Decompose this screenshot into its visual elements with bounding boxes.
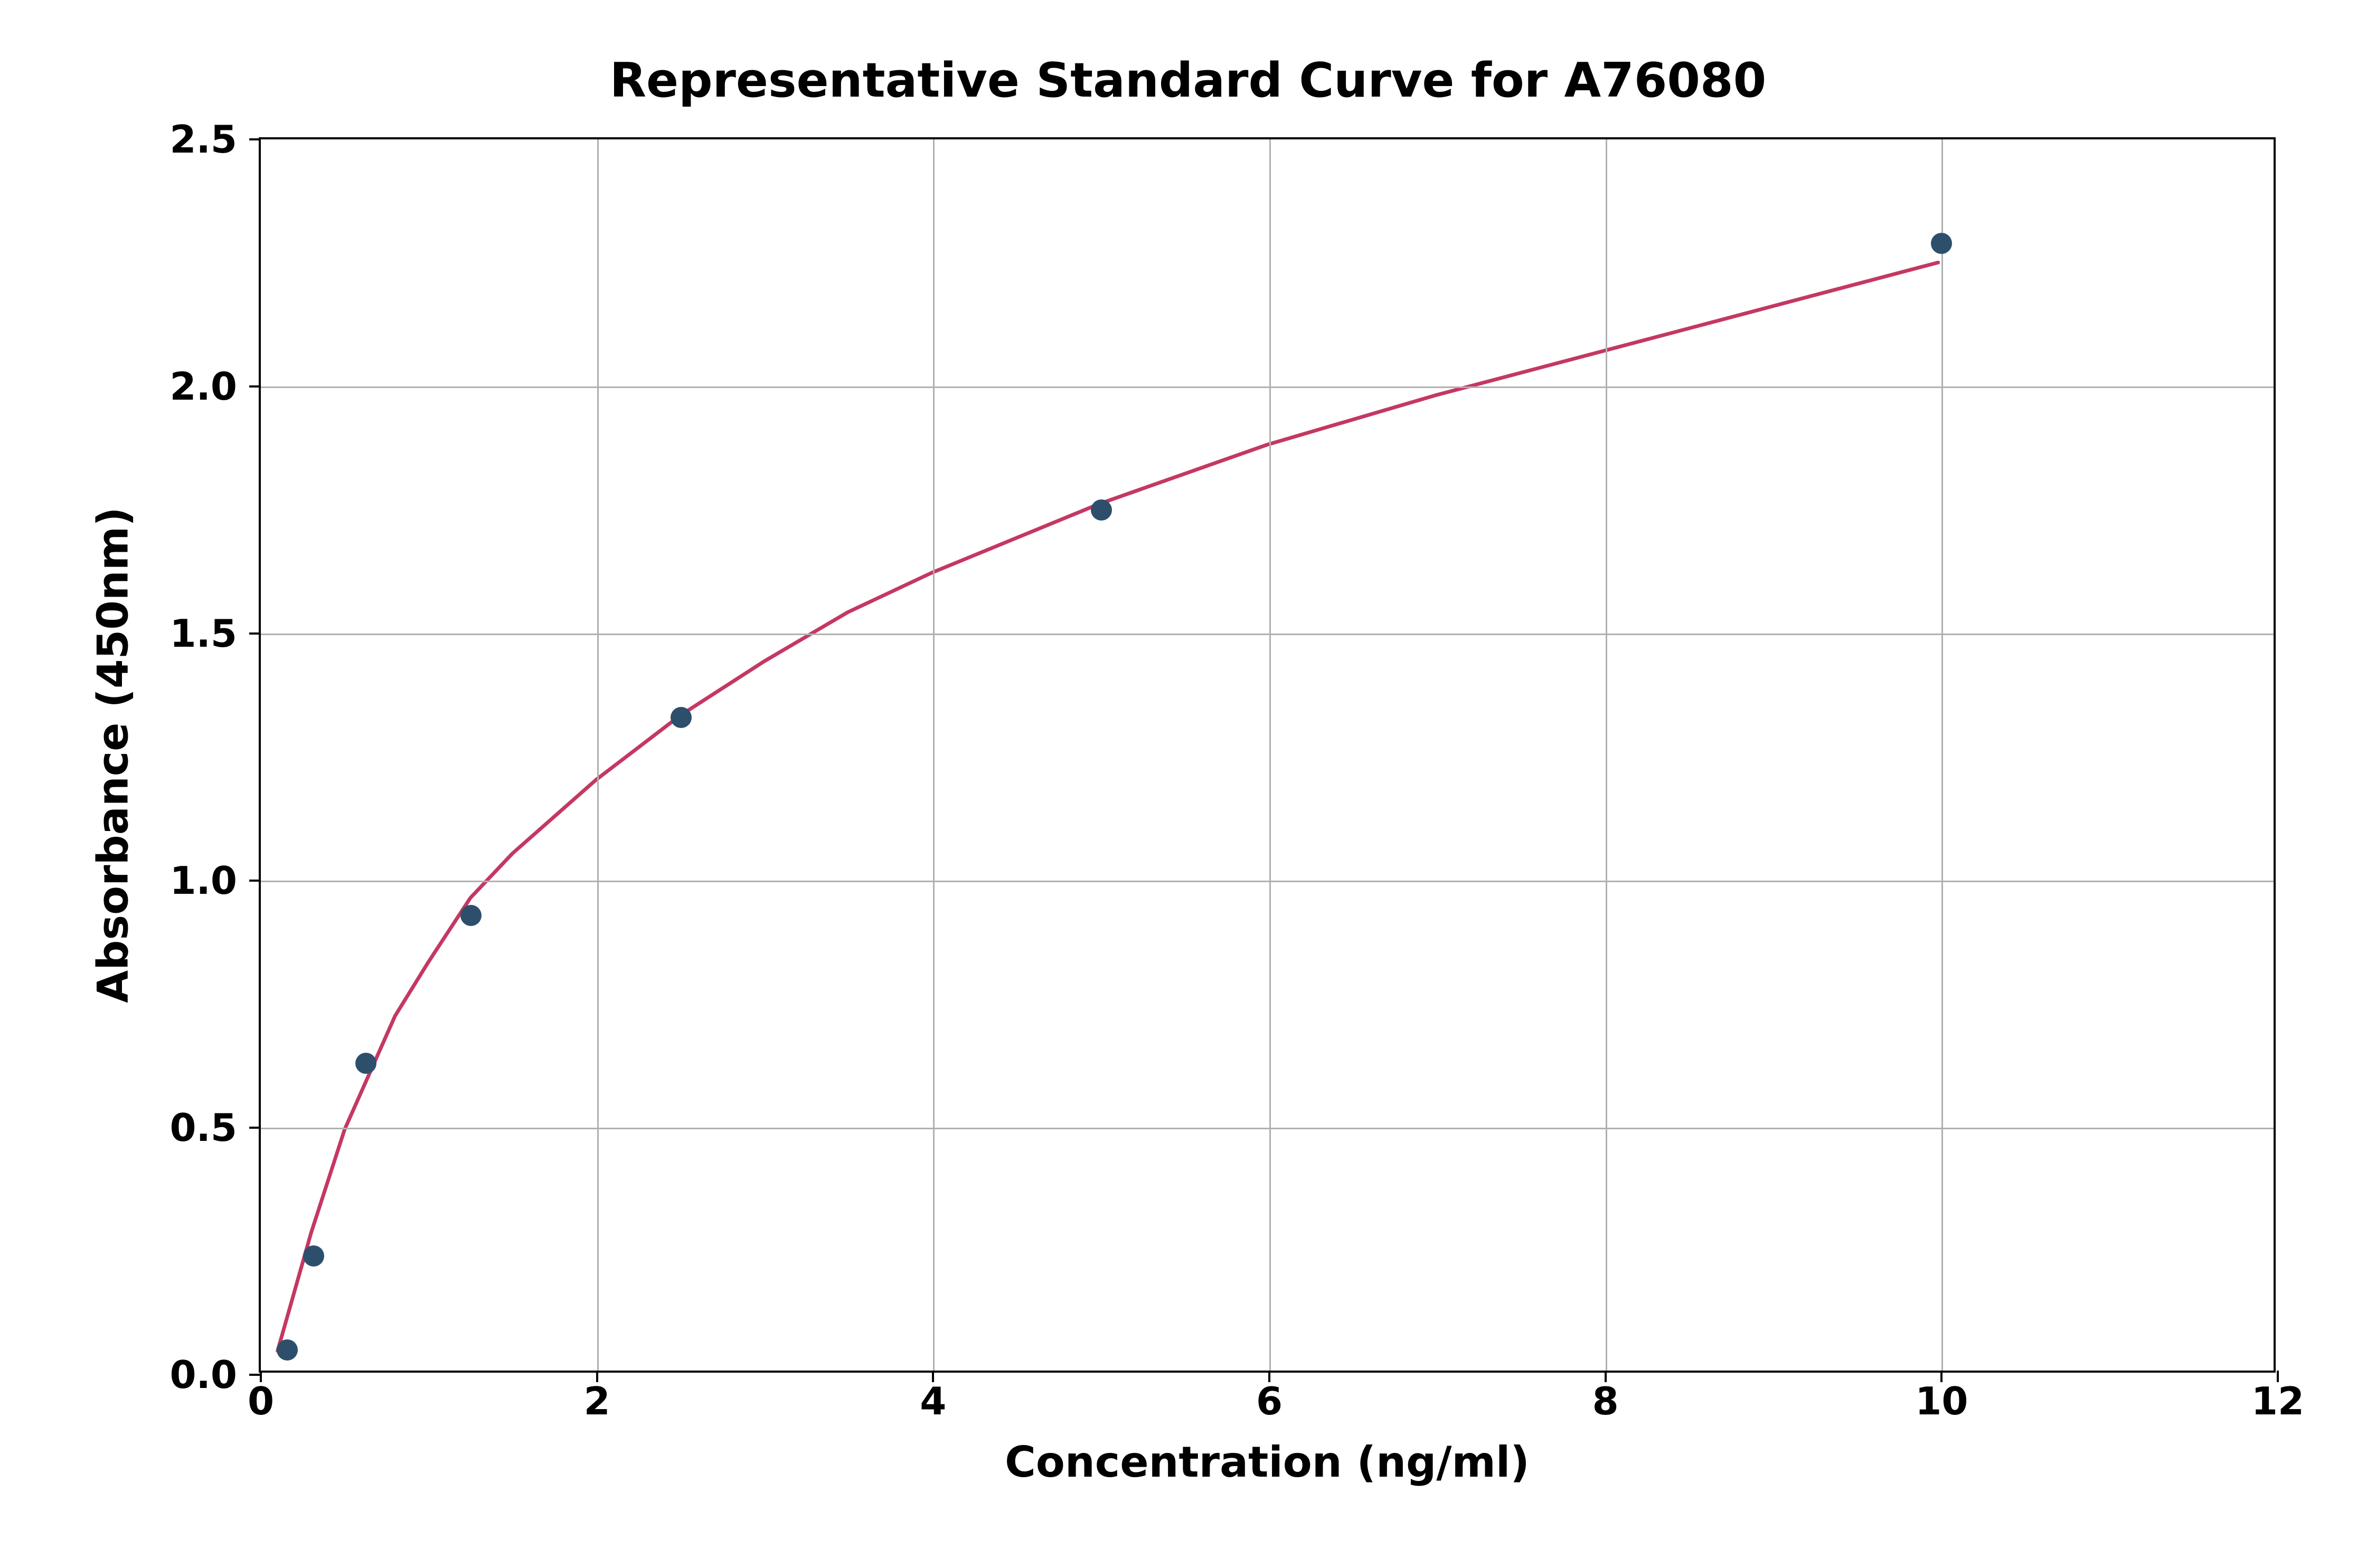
- data-point: [1931, 233, 1952, 254]
- data-point: [1091, 499, 1112, 521]
- y-tick: [249, 138, 261, 140]
- x-tick-label: 6: [1256, 1379, 1283, 1423]
- grid-line-horizontal: [261, 634, 2274, 635]
- x-tick-label: 10: [1915, 1379, 1968, 1423]
- x-tick-label: 0: [248, 1379, 274, 1423]
- x-tick-label: 12: [2251, 1379, 2304, 1423]
- y-tick: [249, 632, 261, 635]
- y-tick: [249, 385, 261, 388]
- y-tick: [249, 880, 261, 882]
- data-point: [303, 1245, 324, 1267]
- y-axis-label: Absorbance (450nm): [89, 507, 138, 1003]
- y-tick-label: 0.0: [169, 1353, 237, 1397]
- grid-line-vertical: [1606, 139, 1607, 1371]
- grid-line-horizontal: [261, 386, 2274, 388]
- x-tick-label: 8: [1592, 1379, 1619, 1423]
- chart-title: Representative Standard Curve for A76080: [610, 53, 1767, 108]
- y-tick-label: 0.5: [169, 1106, 237, 1150]
- data-point: [671, 707, 692, 728]
- grid-line-horizontal: [261, 881, 2274, 882]
- data-point: [460, 905, 482, 926]
- chart-container: Representative Standard Curve for A76080…: [0, 0, 2376, 1568]
- grid-line-vertical: [597, 139, 599, 1371]
- fit-curve: [261, 139, 2274, 1371]
- data-point: [277, 1339, 298, 1361]
- data-point: [355, 1053, 376, 1074]
- y-tick-label: 1.5: [169, 611, 237, 656]
- y-tick-label: 2.5: [169, 117, 237, 162]
- y-tick-label: 2.0: [169, 364, 237, 409]
- x-tick-label: 4: [920, 1379, 946, 1423]
- grid-line-vertical: [1941, 139, 1943, 1371]
- y-tick-label: 1.0: [169, 858, 237, 903]
- grid-line-vertical: [1269, 139, 1271, 1371]
- x-axis-label: Concentration (ng/ml): [1005, 1438, 1530, 1487]
- grid-line-vertical: [933, 139, 935, 1371]
- x-tick-label: 2: [584, 1379, 610, 1423]
- plot-area: Concentration (ng/ml) Absorbance (450nm)…: [259, 137, 2276, 1373]
- y-tick: [249, 1127, 261, 1129]
- y-tick: [249, 1374, 261, 1376]
- grid-line-horizontal: [261, 1128, 2274, 1129]
